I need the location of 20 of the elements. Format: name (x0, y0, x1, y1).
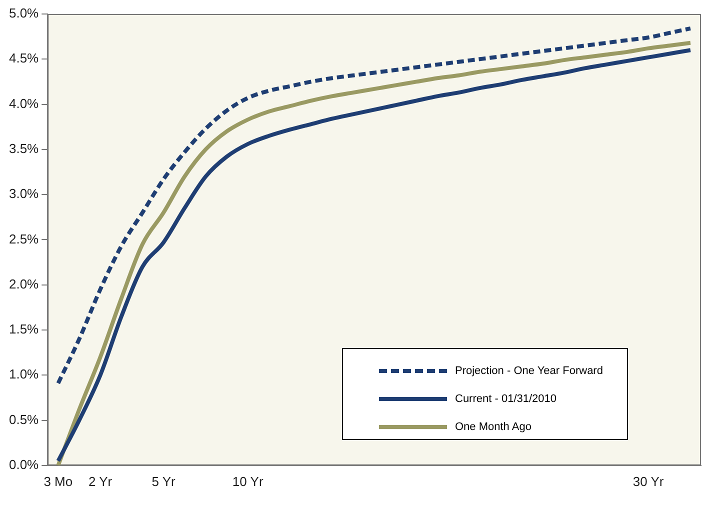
y-tick-label: 1.5% (8, 322, 40, 337)
y-tick-label: 2.5% (8, 231, 40, 246)
legend-label: Projection - One Year Forward (455, 365, 603, 378)
x-tick-label: 3 Mo (44, 474, 73, 489)
legend-label: One Month Ago (455, 421, 532, 434)
x-tick-label: 30 Yr (632, 474, 664, 489)
x-tick-label: 5 Yr (152, 474, 176, 489)
legend-label: Current - 01/31/2010 (455, 393, 557, 406)
line-series (56, 26, 692, 386)
y-tick-label: 4.5% (8, 50, 40, 66)
x-tick-label: 10 Yr (232, 474, 264, 489)
y-tick-label: 5.0% (8, 6, 40, 21)
y-tick-label: 1.0% (8, 366, 40, 382)
y-tick-label: 0.5% (8, 412, 40, 427)
y-tick-label: 4.0% (8, 96, 40, 111)
y-tick-label: 3.0% (8, 186, 40, 202)
y-tick-label: 0.0% (8, 456, 40, 472)
x-tick-label: 2 Yr (88, 474, 113, 489)
y-tick-label: 3.5% (8, 141, 40, 156)
y-tick-label: 2.0% (8, 276, 40, 292)
